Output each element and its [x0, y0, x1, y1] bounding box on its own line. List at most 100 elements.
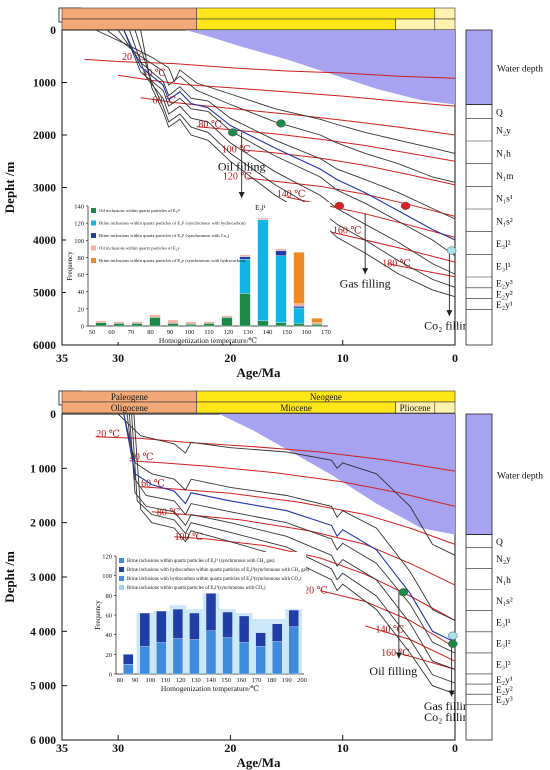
- y-tick-label: 1000: [33, 78, 56, 90]
- inset-y-tick-label: 60: [78, 272, 85, 279]
- isotherm-label: 100 ℃: [175, 532, 204, 543]
- inset-x-tick-label: 190: [282, 677, 292, 684]
- event-label: Co₂ filling: [424, 318, 475, 332]
- x-tick-label: 0: [452, 351, 458, 365]
- epoch-bar-segment: [434, 401, 456, 414]
- strat-unit-label: Q: [496, 538, 503, 548]
- x-tick-label: 10: [337, 741, 349, 755]
- strat-unit-label: E₂y³: [496, 279, 513, 289]
- y-tick-label: 4 000: [30, 626, 56, 638]
- inset-bar: [113, 321, 125, 324]
- x-tick-label: 20: [224, 741, 236, 755]
- event-label: Gas filling: [424, 699, 475, 713]
- inset-x-tick-label: 70: [128, 329, 135, 336]
- inset-bar: [239, 258, 251, 294]
- inset-x-tick-label: 110: [204, 329, 214, 336]
- x-tick-label: 35: [56, 741, 68, 755]
- inset-x-tick-label: 160: [302, 329, 312, 336]
- strat-unit-label: E₃l²: [496, 240, 511, 250]
- inset-y-tick-label: 60: [106, 613, 113, 620]
- x-axis-label: Age/Ma: [236, 755, 281, 770]
- column-water: [465, 29, 493, 105]
- legend-label: Brine inclusions within quartz particles…: [99, 221, 246, 226]
- inset-bar: [167, 323, 179, 327]
- y-tick-label: 3 000: [30, 572, 56, 584]
- y-tick-label: 5000: [33, 288, 56, 300]
- strat-unit-label: E₃l¹: [496, 618, 511, 628]
- oil-marker: [276, 119, 286, 128]
- inset-y-tick-label: 100: [74, 238, 84, 245]
- isotherm-label: 120 ℃: [223, 172, 252, 183]
- inset-x-tick-label: 130: [243, 329, 253, 336]
- period-bar-segment: [434, 7, 456, 20]
- period-label: Neogene: [310, 392, 342, 402]
- inset-bar: [255, 646, 266, 675]
- strat-unit-label: N₁h: [496, 576, 511, 586]
- period-bar-segment: [61, 7, 198, 20]
- burial-curve: [106, 29, 456, 183]
- inset-bar: [293, 306, 305, 309]
- period-label: Paleogene: [111, 392, 148, 402]
- inset-bar: [149, 314, 161, 318]
- oil-marker: [448, 639, 458, 648]
- epoch-bar-segment: [61, 18, 198, 31]
- water-depth-label: Water depth: [497, 64, 543, 74]
- inset-bar: [131, 323, 143, 327]
- inset-y-tick-label: 120: [74, 221, 84, 228]
- x-axis-label: Age/Ma: [236, 365, 281, 380]
- y-tick-label: 3000: [33, 183, 56, 195]
- x-tick-label: 0: [452, 741, 458, 755]
- strat-unit-label: N₂y: [496, 127, 511, 137]
- isotherm-label: 120 ℃: [299, 585, 328, 596]
- event-arrow-head: [362, 268, 369, 275]
- inset-x-tick-label: 140: [206, 677, 216, 684]
- x-tick-label: 10: [337, 351, 349, 365]
- inset-bar: [293, 307, 305, 324]
- isotherm-line: [84, 58, 456, 79]
- co2-marker: [448, 631, 458, 640]
- inset-bar: [189, 639, 200, 675]
- inset-bar: [95, 320, 107, 323]
- inset-y-tick-label: 40: [78, 289, 85, 296]
- inset-x-tick-label: 100: [185, 329, 195, 336]
- inset-x-tick-label: 60: [108, 329, 115, 336]
- inset-x-tick-label: 50: [89, 329, 96, 336]
- isotherm-label: 20 ℃: [122, 52, 146, 63]
- strat-unit-label: N₂y: [496, 555, 511, 565]
- column-water: [465, 413, 493, 536]
- legend-label: Brine inclusions with hydrocarbon within…: [127, 567, 309, 573]
- inset-bar: [205, 630, 217, 675]
- x-tick-label: 35: [56, 351, 68, 365]
- inset-bar: [123, 654, 134, 665]
- inset-x-tick-label: 110: [161, 677, 171, 684]
- inset-bar: [131, 321, 143, 324]
- inset-bar: [113, 323, 125, 327]
- y-tick-label: 0: [50, 25, 56, 37]
- inset-x-tick-label: 130: [191, 677, 201, 684]
- legend-swatch: [119, 585, 124, 590]
- x-tick-label: 30: [112, 351, 124, 365]
- gas-marker: [400, 201, 411, 210]
- strat-unit-label: E₂y²: [496, 290, 513, 300]
- legend-label: Brine inclusions within quartz particles…: [99, 258, 246, 263]
- column-frame: [465, 104, 493, 346]
- epoch-bar-segment: [395, 18, 436, 31]
- inset-bar: [185, 321, 197, 325]
- inset-x-tick-label: 200: [297, 677, 307, 684]
- inset-bar: [203, 323, 215, 327]
- event-arrow-head: [395, 652, 402, 659]
- event-label: Oil filling: [369, 664, 417, 678]
- inset-y-tick-label: 120: [102, 554, 112, 561]
- legend-label: Brine inclusions with hydrocarbon within…: [127, 576, 302, 582]
- y-tick-label: 6 000: [30, 735, 56, 747]
- legend-swatch: [119, 567, 124, 572]
- epoch-label: Miocene: [280, 403, 312, 413]
- inset-bar: [288, 609, 299, 627]
- inset-bar: [311, 318, 323, 323]
- inset-bar: [95, 322, 107, 327]
- inset-y-tick-label: 80: [78, 255, 85, 262]
- gas-marker: [334, 201, 345, 210]
- inset-bar: [239, 293, 251, 327]
